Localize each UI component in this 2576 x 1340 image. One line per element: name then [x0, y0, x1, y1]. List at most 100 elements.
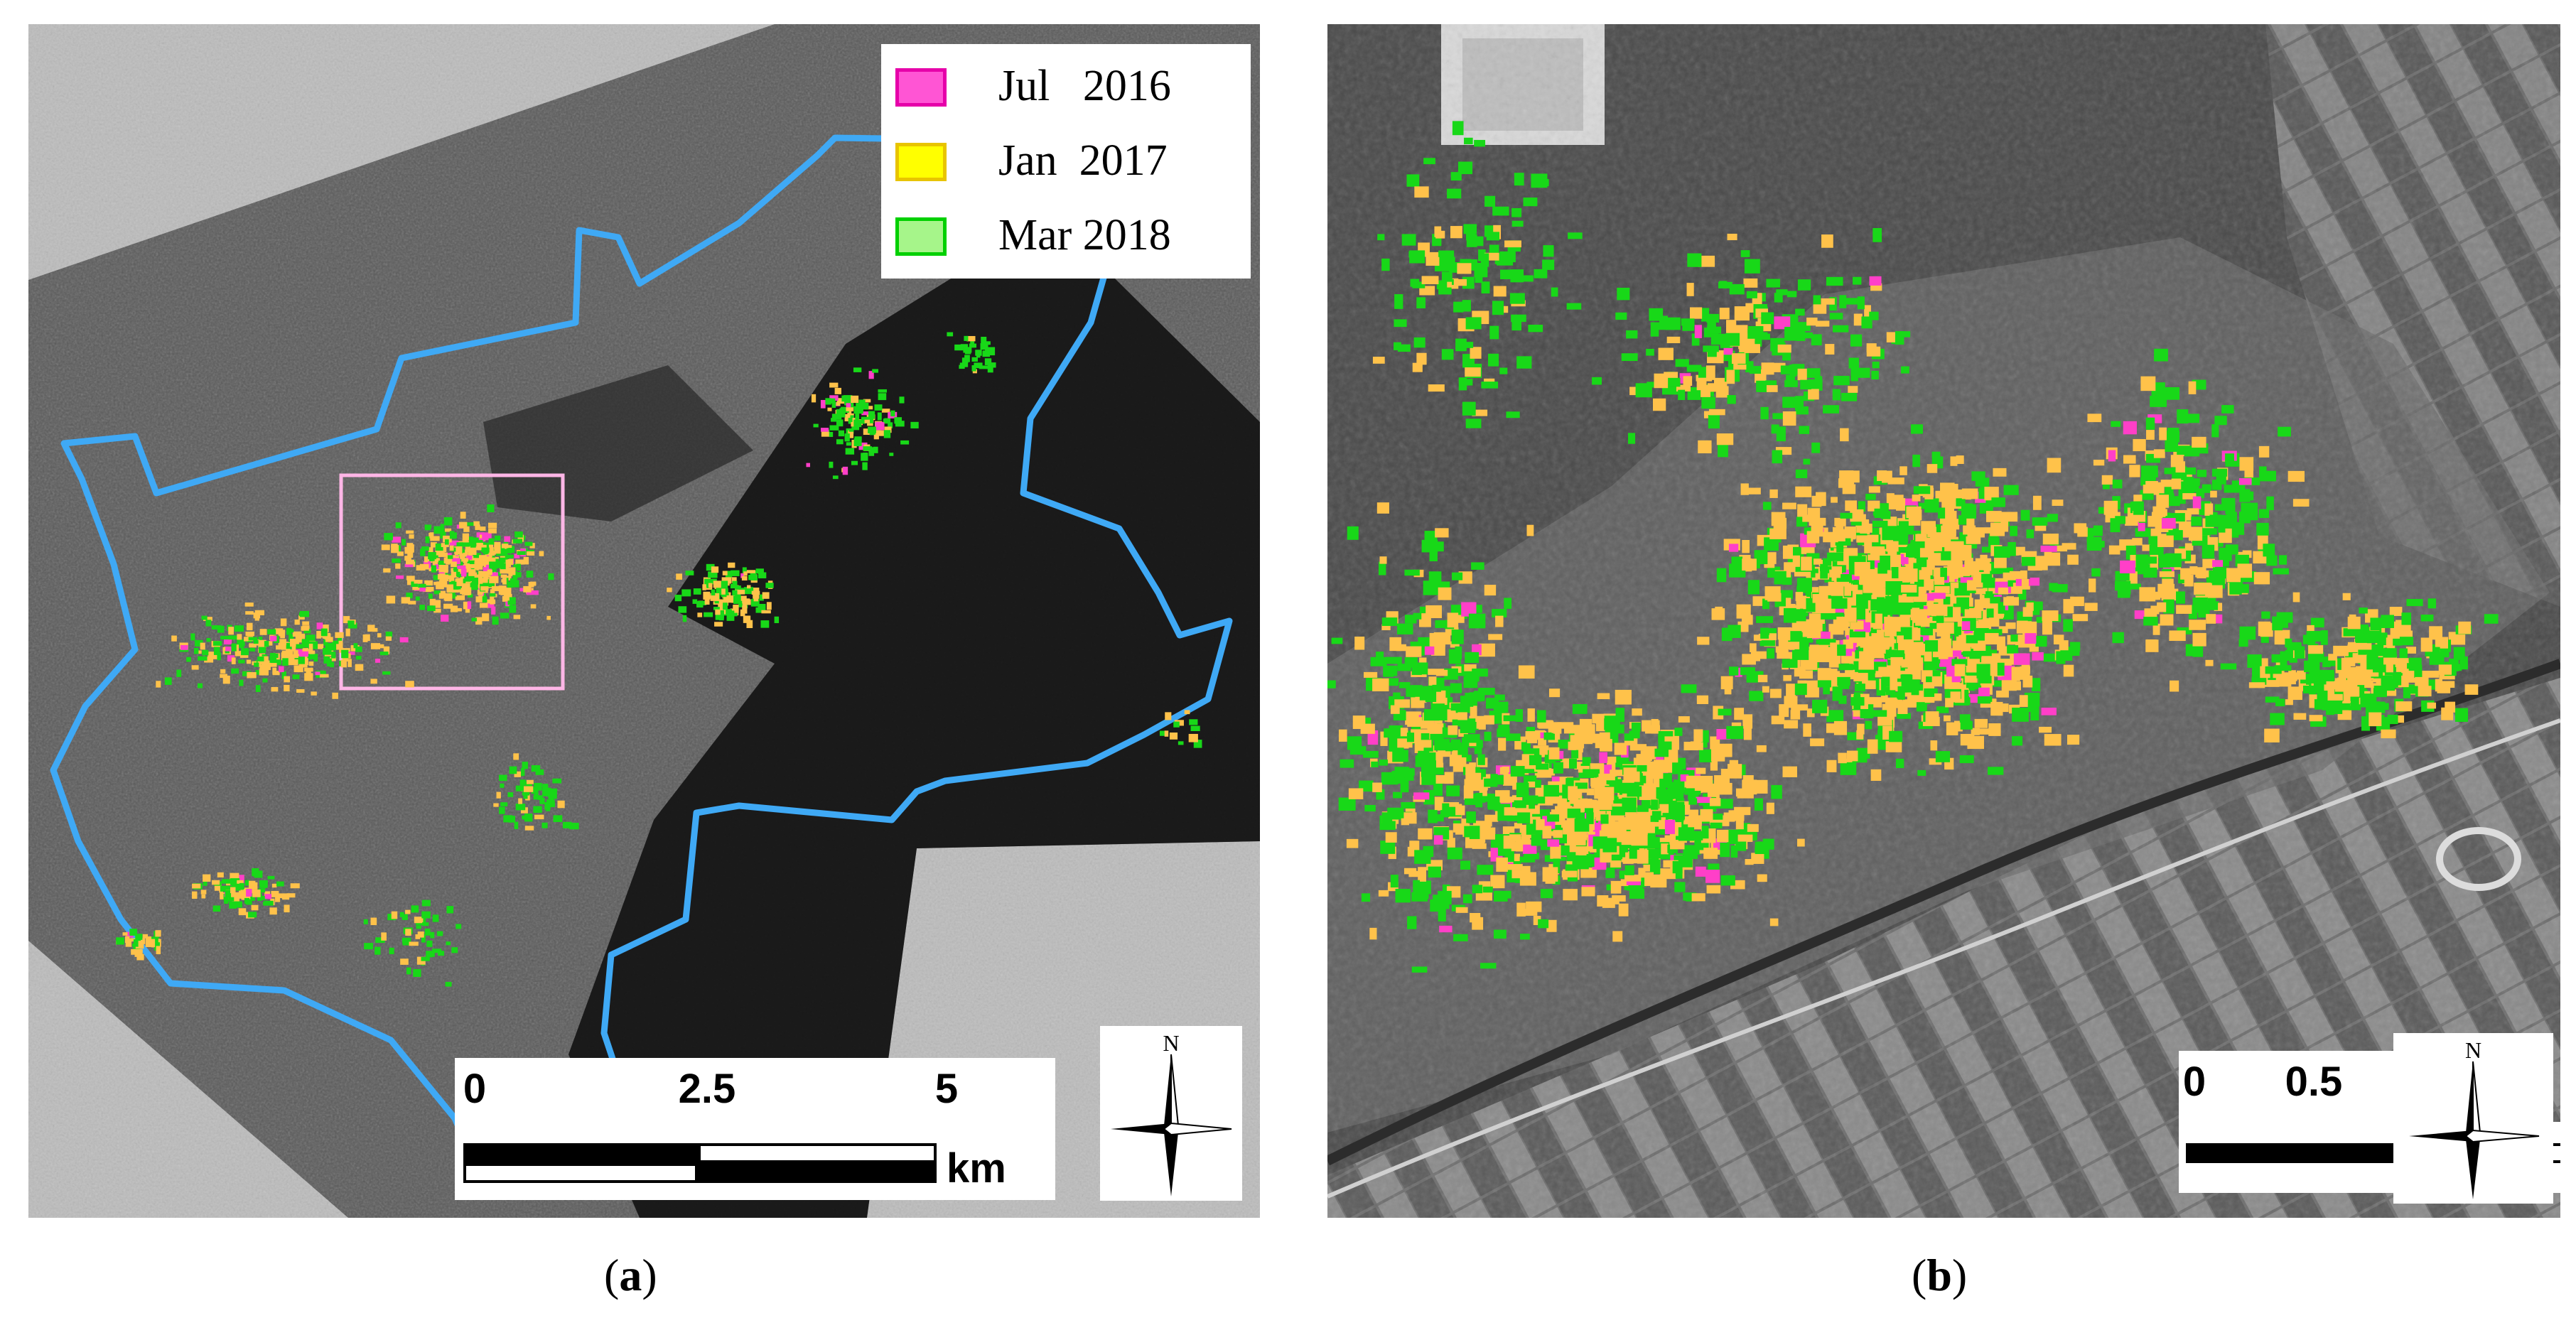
damage-marker	[1404, 569, 1420, 576]
damage-marker	[1779, 704, 1789, 718]
damage-marker	[267, 629, 276, 634]
damage-marker	[502, 578, 507, 585]
damage-marker	[1487, 802, 1501, 810]
damage-marker	[2133, 501, 2144, 515]
damage-marker	[1917, 534, 1925, 540]
damage-marker	[1955, 489, 1963, 496]
damage-marker	[728, 562, 735, 568]
damage-marker	[477, 538, 485, 542]
damage-marker	[1524, 909, 1538, 916]
damage-marker	[500, 612, 510, 619]
damage-marker	[883, 430, 891, 438]
damage-marker	[1372, 782, 1382, 792]
damage-marker	[1802, 514, 1813, 522]
damage-marker	[489, 561, 498, 569]
damage-marker	[1675, 809, 1684, 822]
damage-marker	[2382, 679, 2397, 688]
damage-marker	[1492, 609, 1507, 617]
damage-marker	[549, 801, 555, 808]
damage-marker	[1581, 887, 1595, 897]
damage-marker	[391, 911, 398, 919]
damage-marker	[443, 603, 453, 609]
damage-marker	[204, 657, 214, 663]
damage-marker	[1434, 738, 1450, 751]
damage-marker	[1470, 347, 1482, 359]
damage-marker	[1563, 889, 1578, 901]
damage-marker	[1676, 384, 1691, 391]
damage-marker	[212, 880, 220, 885]
damage-marker	[723, 609, 732, 616]
damage-marker	[1826, 723, 1837, 733]
damage-marker	[821, 431, 830, 437]
damage-marker	[1506, 733, 1521, 741]
damage-marker	[721, 593, 727, 598]
damage-marker	[1871, 370, 1879, 380]
damage-marker	[1831, 582, 1847, 596]
damage-marker	[1890, 495, 1904, 504]
damage-marker	[382, 671, 391, 675]
damage-marker	[246, 659, 252, 664]
damage-marker	[406, 967, 411, 975]
damage-marker	[2265, 666, 2282, 674]
damage-marker	[858, 442, 868, 450]
damage-marker	[1519, 856, 1532, 863]
damage-marker	[2084, 603, 2098, 611]
damage-marker	[1354, 636, 1365, 650]
damage-marker	[430, 536, 440, 541]
damage-marker	[1936, 706, 1949, 713]
damage-marker	[1416, 297, 1426, 309]
damage-marker	[446, 584, 454, 593]
damage-marker	[1762, 598, 1769, 610]
damage-marker	[1385, 832, 1397, 843]
damage-marker	[875, 430, 885, 436]
damage-marker	[1904, 701, 1917, 708]
damage-marker	[1515, 709, 1523, 722]
damage-marker	[1877, 597, 1885, 612]
damage-marker	[1492, 301, 1504, 315]
damage-marker	[440, 590, 446, 595]
damage-marker	[1716, 829, 1729, 843]
damage-marker	[1960, 720, 1973, 730]
damage-marker	[2335, 699, 2351, 706]
damage-marker	[276, 645, 284, 650]
damage-marker	[2062, 543, 2076, 550]
damage-marker	[1766, 802, 1774, 814]
damage-marker	[2145, 481, 2158, 490]
damage-marker	[225, 890, 234, 898]
damage-marker	[146, 936, 152, 941]
damage-marker	[1751, 779, 1768, 794]
damage-marker	[1791, 704, 1809, 710]
damage-marker	[2265, 696, 2280, 703]
damage-marker	[294, 619, 300, 625]
damage-marker	[1761, 312, 1774, 325]
damage-marker	[1370, 657, 1387, 666]
damage-marker	[2032, 495, 2042, 510]
damage-marker	[1990, 529, 2005, 536]
damage-marker	[2221, 405, 2234, 414]
damage-marker	[1636, 754, 1650, 765]
damage-marker	[1959, 714, 1971, 723]
damage-marker	[500, 802, 508, 806]
damage-marker	[1579, 718, 1593, 730]
damage-marker	[1435, 528, 1449, 538]
damage-marker	[890, 410, 895, 416]
damage-marker	[1670, 840, 1685, 850]
damage-marker	[1867, 739, 1878, 754]
damage-marker	[1426, 252, 1441, 266]
damage-marker	[2006, 587, 2022, 594]
damage-marker	[247, 893, 255, 901]
damage-marker	[733, 595, 741, 605]
damage-marker	[1993, 468, 2007, 477]
damage-marker	[2189, 566, 2198, 575]
damage-marker	[1675, 869, 1683, 879]
damage-marker	[1566, 852, 1579, 862]
damage-marker	[1813, 558, 1822, 565]
damage-marker	[1435, 669, 1448, 676]
damage-marker	[406, 578, 415, 585]
damage-marker	[2003, 597, 2020, 606]
damage-marker	[274, 628, 284, 634]
damage-marker	[386, 595, 396, 604]
damage-marker	[1710, 822, 1723, 828]
damage-marker	[1929, 553, 1941, 561]
damage-marker	[275, 894, 281, 902]
